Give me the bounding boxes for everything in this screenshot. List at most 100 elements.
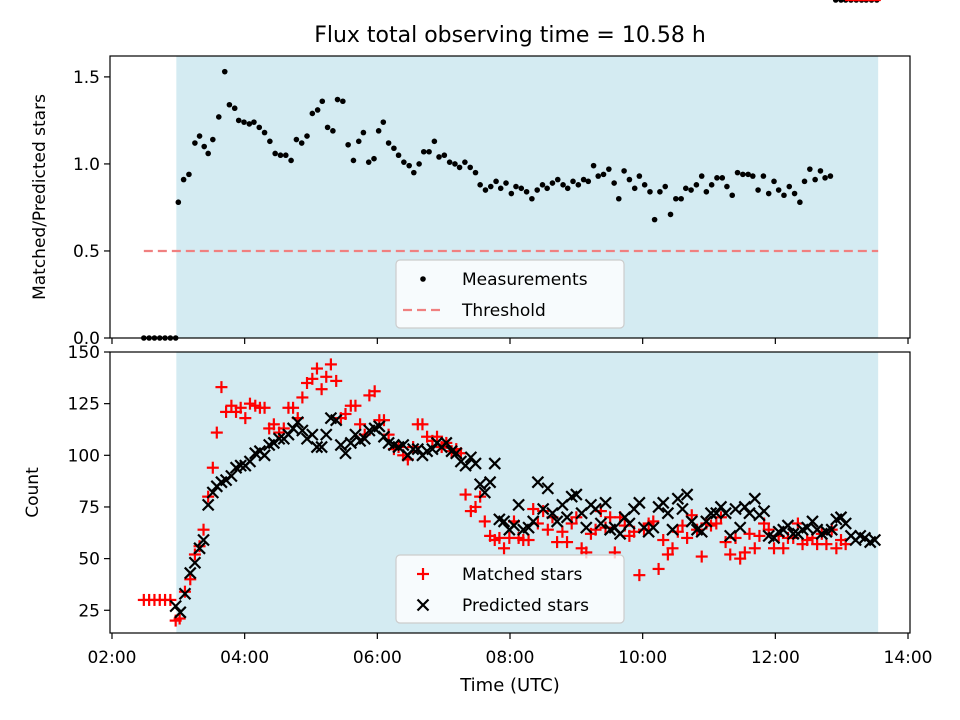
data-point-shape <box>678 195 684 202</box>
data-point <box>197 523 210 536</box>
data-point-shape <box>631 185 638 192</box>
data-point-b <box>473 477 487 491</box>
series-measurements <box>141 0 880 341</box>
data-point <box>358 432 372 446</box>
data-point <box>666 523 679 536</box>
data-point <box>657 188 663 195</box>
data-point <box>180 176 187 183</box>
data-point-shape <box>277 152 284 159</box>
data-point <box>477 182 483 188</box>
data-point <box>714 175 720 181</box>
data-point <box>775 187 782 193</box>
data-point <box>201 498 215 512</box>
data-point-b <box>671 492 685 505</box>
data-point-shape <box>797 199 803 206</box>
data-point <box>797 199 803 206</box>
data-point <box>822 175 828 181</box>
data-point <box>636 173 643 179</box>
data-point-shape <box>436 154 442 160</box>
data-point <box>760 173 767 179</box>
data-point <box>753 529 766 542</box>
data-point <box>206 486 220 499</box>
data-point <box>812 176 818 183</box>
data-point <box>440 436 453 450</box>
data-point-b <box>676 502 689 516</box>
data-point-shape <box>345 141 351 148</box>
data-point <box>293 136 300 143</box>
data-point <box>676 502 689 516</box>
data-point <box>786 527 800 541</box>
y-axis-label: Count <box>23 467 43 518</box>
data-point <box>493 178 499 185</box>
data-point-shape <box>755 187 761 193</box>
data-point-b <box>243 455 257 468</box>
data-point <box>355 138 362 145</box>
data-point-shape <box>330 128 336 134</box>
data-point <box>334 96 341 103</box>
data-point-b <box>344 436 358 450</box>
data-point <box>839 517 852 530</box>
data-point <box>243 455 257 468</box>
data-point-shape <box>226 101 233 108</box>
data-point-shape <box>380 119 387 125</box>
data-point <box>590 162 597 169</box>
data-point-shape <box>745 171 751 178</box>
data-point <box>575 182 582 188</box>
data-point <box>306 372 319 385</box>
data-point <box>226 101 233 108</box>
data-point <box>411 169 417 176</box>
data-point <box>287 401 300 414</box>
data-point <box>339 446 352 460</box>
data-point-b <box>382 436 395 450</box>
data-point <box>282 152 289 159</box>
data-point-shape <box>446 159 453 165</box>
data-point-b <box>839 517 852 530</box>
data-point-shape <box>539 182 546 188</box>
data-point-b <box>497 515 511 528</box>
data-point <box>261 129 268 136</box>
data-point-shape <box>529 195 535 202</box>
data-point-shape <box>462 159 468 165</box>
data-point <box>724 183 730 190</box>
data-point-shape <box>518 185 525 192</box>
data-point <box>594 517 608 530</box>
data-point <box>549 180 556 186</box>
data-point <box>700 515 713 528</box>
data-point-b <box>733 521 747 534</box>
data-point <box>391 145 397 152</box>
data-point <box>791 190 798 197</box>
data-point-b <box>700 515 713 528</box>
data-point-shape <box>334 96 341 103</box>
data-point-b <box>206 486 220 499</box>
data-point-b <box>633 496 646 510</box>
data-point <box>680 488 694 501</box>
data-point-shape <box>760 173 767 179</box>
x-tick-label: 08:00 <box>486 648 535 668</box>
data-point <box>288 157 294 164</box>
data-point <box>661 548 674 561</box>
data-point <box>652 562 665 575</box>
top-panel: 0.0 0.5 1.0 1.5 Matched/Predicted stars Measu… <box>30 0 911 349</box>
data-point <box>671 492 685 505</box>
data-point-shape <box>256 124 263 131</box>
data-point-shape <box>452 161 458 167</box>
data-point-b <box>234 459 247 472</box>
data-point-shape <box>651 216 658 223</box>
y-tick-label: 25 <box>78 601 100 621</box>
data-point-b <box>512 498 525 512</box>
data-point <box>239 412 252 425</box>
data-point <box>729 192 736 199</box>
data-point <box>291 415 305 429</box>
x-tick-label: 10:00 <box>618 648 667 668</box>
data-point <box>681 531 694 544</box>
data-point-shape <box>314 107 321 113</box>
data-point <box>319 98 326 105</box>
data-point-shape <box>765 190 772 197</box>
data-point-shape <box>282 152 289 159</box>
data-point-shape <box>360 129 367 136</box>
data-point <box>710 517 723 530</box>
data-point <box>375 128 382 134</box>
data-point <box>178 585 191 598</box>
data-point-shape <box>508 190 515 197</box>
data-point-b <box>748 492 762 505</box>
